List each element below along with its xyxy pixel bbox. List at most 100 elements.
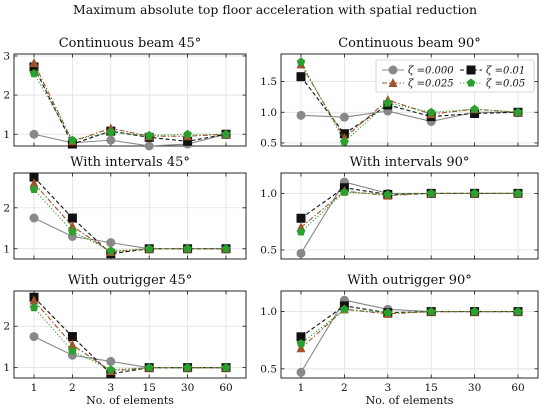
series-line xyxy=(300,190,518,228)
data-point xyxy=(296,339,306,348)
panel-5: With outrigger 45° 1 2 1 2 3 15 30 60 No. of elem… xyxy=(3,273,247,407)
data-point xyxy=(339,112,349,122)
panels: Continuous beam 45° 1 2 3 Continuous beam 90… xyxy=(3,36,539,407)
y-tick-label: 0.5 xyxy=(260,244,277,256)
x-tick-label: 60 xyxy=(219,382,232,394)
series-4 xyxy=(29,303,231,374)
legend-marker xyxy=(388,78,398,87)
series-line xyxy=(300,76,519,135)
y-tick-label: 3 xyxy=(3,50,10,62)
series-line xyxy=(33,307,226,371)
data-point xyxy=(296,343,306,353)
data-point xyxy=(221,244,231,253)
data-point xyxy=(221,363,231,372)
data-point xyxy=(183,129,192,138)
data-point xyxy=(296,57,306,66)
x-tick-label: 15 xyxy=(143,382,156,394)
panel-title: With outrigger 45° xyxy=(68,273,193,288)
series-line xyxy=(300,187,518,219)
data-point xyxy=(29,295,39,305)
series-line xyxy=(33,300,226,372)
data-point xyxy=(183,244,192,253)
series-line xyxy=(300,308,518,349)
y-tick-label: 1 xyxy=(3,362,10,374)
data-point xyxy=(68,346,77,355)
data-point xyxy=(296,332,306,342)
data-point xyxy=(383,98,393,107)
plot-frame xyxy=(280,172,539,260)
legend-marker xyxy=(388,65,398,75)
data-point xyxy=(144,141,154,151)
series-2 xyxy=(296,183,523,223)
series-1 xyxy=(296,295,523,377)
series-line xyxy=(33,182,226,253)
series-line xyxy=(300,191,518,233)
y-tick-label: 1.0 xyxy=(260,306,277,318)
data-point xyxy=(513,107,523,116)
y-tick-label: 1 xyxy=(3,129,10,141)
y-tick-label: 1.0 xyxy=(260,107,277,119)
data-point xyxy=(106,127,116,136)
data-point xyxy=(67,213,77,223)
series-line xyxy=(300,181,518,254)
legend-label: ζ =0.025 xyxy=(408,79,454,90)
x-axis-label: No. of elements xyxy=(366,394,454,407)
x-tick-label: 30 xyxy=(468,382,481,394)
data-point xyxy=(29,129,39,139)
data-point xyxy=(340,187,349,196)
data-point xyxy=(513,307,523,316)
data-point xyxy=(144,130,154,140)
data-point xyxy=(426,107,436,116)
x-tick-label: 15 xyxy=(425,382,438,394)
data-point xyxy=(470,188,479,198)
x-tick-label: 60 xyxy=(511,382,524,394)
panel-title: With intervals 45° xyxy=(70,155,190,170)
data-point xyxy=(29,178,39,188)
series-line xyxy=(300,64,519,139)
x-tick-label: 1 xyxy=(31,382,38,394)
data-point xyxy=(67,332,77,342)
series-3 xyxy=(29,58,231,146)
series-1 xyxy=(29,332,231,373)
data-point xyxy=(426,188,436,198)
data-point xyxy=(67,221,77,231)
data-point xyxy=(106,238,116,248)
legend-label: ζ =0.000 xyxy=(408,66,454,77)
series-3 xyxy=(29,178,231,257)
data-point xyxy=(383,190,393,199)
series-line xyxy=(33,336,226,369)
data-point xyxy=(29,58,39,68)
data-point xyxy=(296,110,306,120)
plot-frame xyxy=(13,53,247,147)
series-line xyxy=(33,296,226,375)
plot-frame xyxy=(13,290,247,379)
y-tick-label: 2 xyxy=(3,321,10,333)
x-tick-label: 2 xyxy=(341,382,348,394)
data-point xyxy=(29,172,39,182)
figure-title: Maximum absolute top floor acceleration … xyxy=(73,2,477,17)
data-point xyxy=(513,188,523,198)
data-point xyxy=(296,72,306,82)
legend-box xyxy=(375,59,535,93)
x-axis-label: No. of elements xyxy=(86,394,174,407)
y-tick-label: 1 xyxy=(3,243,10,255)
data-point xyxy=(340,304,349,313)
series-4 xyxy=(29,69,231,144)
data-point xyxy=(106,356,116,366)
series-line xyxy=(33,133,227,147)
series-3 xyxy=(29,295,231,375)
legend-label: ζ =0.01 xyxy=(486,66,525,77)
data-point xyxy=(296,213,306,223)
data-point xyxy=(144,244,154,253)
x-tick-label: 1 xyxy=(298,382,305,394)
plot-frame xyxy=(280,53,539,147)
legend-entry: ζ =0.05 xyxy=(460,78,525,90)
series-line xyxy=(300,308,518,345)
data-point xyxy=(144,363,154,372)
series-4 xyxy=(296,187,523,236)
series-4 xyxy=(296,57,523,146)
panel-2: Continuous beam 90° 0.5 1.0 1.5 xyxy=(260,36,539,149)
legend-entry: ζ =0.025 xyxy=(382,78,454,90)
panel-3: With intervals 45° 1 2 xyxy=(3,155,247,260)
